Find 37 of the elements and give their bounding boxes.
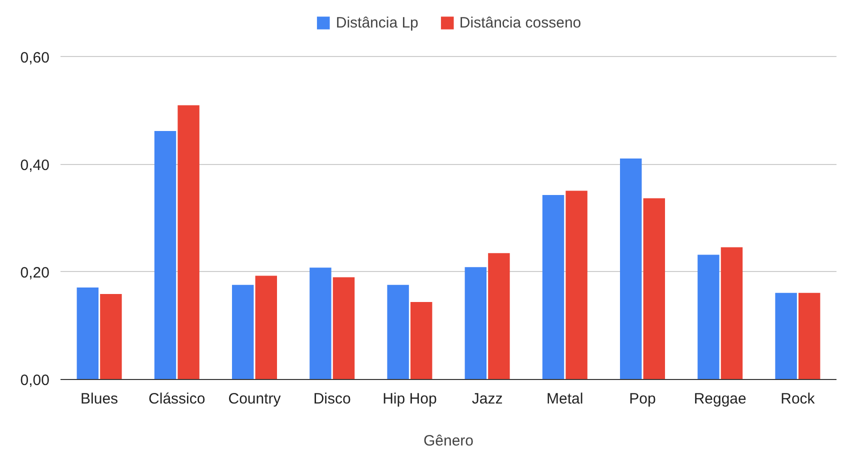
x-tick-label: Country <box>228 390 282 408</box>
x-tick-label: Pop <box>629 390 656 408</box>
bar <box>488 253 510 380</box>
legend-label: Distância Lp <box>336 14 418 31</box>
x-tick-label: Metal <box>546 390 584 408</box>
x-tick-label: Jazz <box>472 390 503 408</box>
bar <box>620 158 642 380</box>
bar <box>332 277 355 380</box>
bar <box>100 294 122 380</box>
y-tick-label: 0,20 <box>20 264 50 282</box>
bar <box>387 284 409 380</box>
legend-label: Distância cosseno <box>459 14 582 31</box>
x-tick-label: Clássico <box>148 390 206 408</box>
x-tick-label: Disco <box>313 390 351 408</box>
x-tick-label: Rock <box>780 390 816 408</box>
bar <box>178 105 200 380</box>
bar <box>542 195 564 380</box>
x-axis-title: Gênero <box>423 432 474 450</box>
bar <box>698 254 720 380</box>
y-tick-label: 0,40 <box>20 156 50 174</box>
y-tick-label: 0,60 <box>20 49 50 66</box>
x-tick-label: Blues <box>80 390 118 408</box>
y-tick-label: 0,00 <box>20 372 50 389</box>
bar <box>76 288 99 380</box>
bar <box>566 190 588 380</box>
bar <box>464 267 487 380</box>
bar <box>720 247 743 380</box>
x-tick-label: Hip Hop <box>382 390 437 408</box>
bar <box>310 268 332 380</box>
bar <box>775 292 797 380</box>
bar <box>154 131 176 380</box>
bar <box>798 292 820 380</box>
x-tick-label: Reggae <box>694 390 746 408</box>
bar <box>255 276 278 380</box>
bar <box>643 198 666 380</box>
bar <box>232 284 254 380</box>
bar <box>410 302 432 380</box>
